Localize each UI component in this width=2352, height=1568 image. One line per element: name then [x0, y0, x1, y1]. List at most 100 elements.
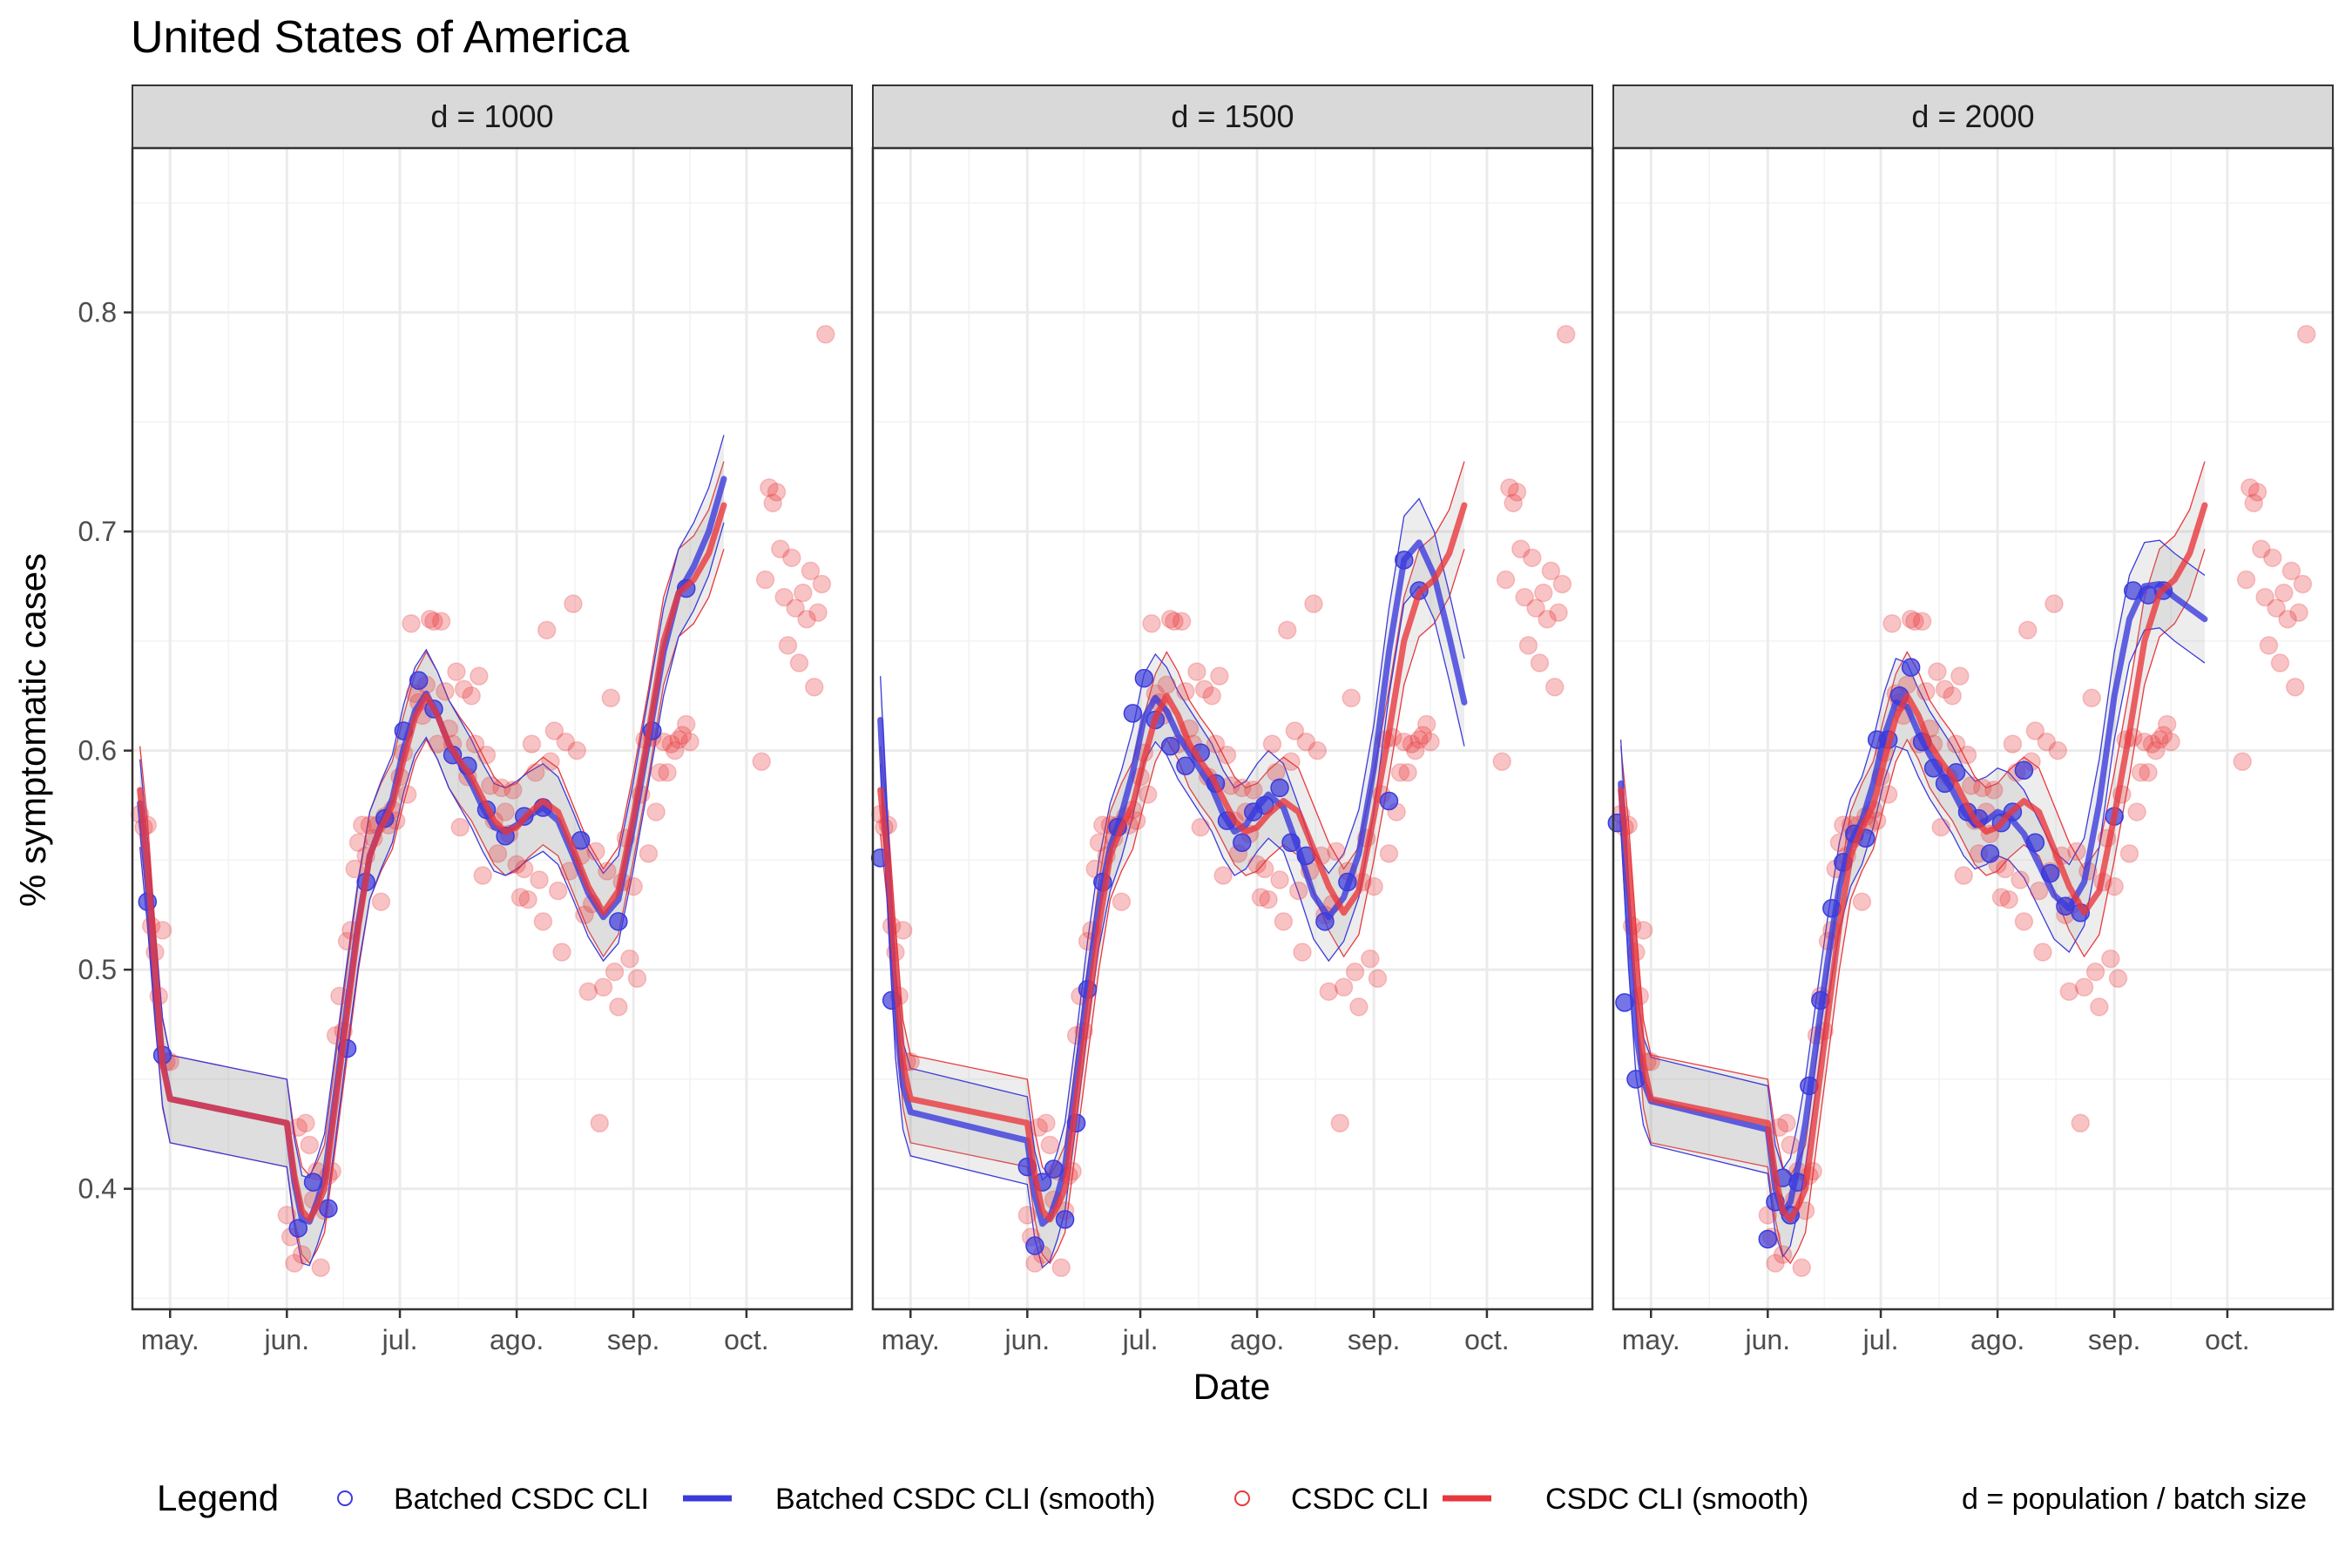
csdc-smooth-line: [1618, 502, 2208, 1223]
batched-point: [1025, 1236, 1044, 1255]
csdc-point: [1530, 653, 1550, 672]
csdc-point: [2274, 583, 2294, 603]
facet-strip: [132, 84, 853, 149]
csdc-point: [2296, 325, 2316, 344]
csdc-point: [1233, 778, 1252, 798]
csdc-point: [1327, 841, 1346, 862]
csdc-point: [2153, 726, 2173, 745]
csdc-point: [522, 734, 542, 754]
csdc-point: [2033, 943, 2052, 962]
csdc-point: [1051, 1258, 1071, 1277]
csdc-point: [627, 969, 647, 988]
csdc-point: [815, 325, 835, 344]
csdc-point: [424, 612, 443, 632]
csdc-point: [1251, 888, 1271, 907]
csdc-point: [1037, 1113, 1056, 1132]
csdc-point: [1916, 681, 1936, 701]
csdc-point: [605, 962, 625, 982]
x-tick-label: sep.: [2088, 1324, 2140, 1355]
y-tick-label: 0.7: [78, 516, 117, 547]
csdc-point: [2233, 752, 2252, 771]
y-tick-label: 0.4: [78, 1173, 117, 1205]
csdc-point: [2236, 570, 2256, 590]
csdc-point: [763, 493, 782, 513]
csdc-point: [1285, 721, 1305, 740]
csdc-point: [586, 841, 605, 862]
csdc-point: [1345, 962, 1365, 982]
csdc-point: [1777, 1113, 1796, 1132]
csdc-point: [1089, 833, 1109, 853]
csdc-point: [2017, 620, 2038, 640]
csdc-point: [1405, 740, 1425, 760]
csdc-point: [752, 752, 771, 771]
csdc-point: [1534, 583, 1553, 603]
csdc-point: [530, 870, 549, 889]
csdc-point: [578, 982, 598, 1002]
csdc-smooth-line: [137, 502, 727, 1223]
csdc-point: [1361, 949, 1380, 969]
csdc-point: [548, 881, 568, 901]
csdc-point: [556, 732, 576, 752]
csdc-smooth-ribbon-upper: [1620, 461, 2206, 1177]
facet-strip-label: d = 1000: [430, 98, 553, 134]
batched-point: [1160, 736, 1180, 756]
csdc-point: [2263, 548, 2282, 568]
csdc-point: [680, 732, 700, 752]
batched-point: [609, 912, 628, 931]
csdc-point: [2267, 598, 2286, 618]
csdc-point: [1500, 478, 1519, 497]
csdc-point: [1296, 732, 1316, 752]
batched-point: [1379, 791, 1399, 811]
csdc-point: [2048, 740, 2068, 760]
csdc-point: [447, 662, 466, 681]
csdc-point: [473, 866, 492, 885]
csdc-point: [1552, 574, 1572, 594]
csdc-point: [476, 745, 497, 765]
x-tick-label: may.: [882, 1324, 940, 1355]
csdc-point: [797, 609, 816, 629]
batched-point: [2014, 760, 2034, 781]
csdc-point: [1901, 609, 1921, 629]
csdc-point: [504, 781, 523, 800]
x-tick-label: oct.: [724, 1324, 769, 1355]
csdc-point: [420, 609, 440, 629]
csdc-point: [1492, 752, 1511, 771]
csdc-point: [1210, 666, 1229, 686]
csdc-point: [1217, 745, 1237, 765]
csdc-point: [676, 714, 696, 734]
csdc-point: [470, 666, 489, 686]
csdc-point: [2161, 732, 2180, 752]
csdc-point: [2289, 603, 2308, 622]
panel-border: [1612, 146, 2335, 1311]
y-tick-label: 0.8: [78, 297, 117, 328]
csdc-point: [296, 1113, 315, 1132]
csdc-smooth-line: [877, 502, 1468, 1223]
csdc-point: [778, 636, 798, 655]
csdc-point: [1507, 483, 1527, 502]
csdc-point: [1518, 636, 1538, 655]
csdc-point: [2071, 1113, 2091, 1132]
csdc-point: [590, 1113, 610, 1132]
csdc-point: [510, 888, 531, 907]
csdc-point: [782, 548, 801, 568]
csdc-point: [1523, 548, 1542, 568]
csdc-point: [1160, 609, 1180, 629]
csdc-point: [661, 734, 681, 754]
csdc-point: [488, 844, 508, 863]
csdc-point: [1912, 612, 1932, 632]
csdc-point: [1172, 612, 1192, 632]
csdc-point: [1515, 587, 1534, 607]
csdc-point: [1946, 734, 1966, 754]
legend-title: Legend: [157, 1477, 279, 1518]
csdc-point: [1293, 943, 1312, 962]
csdc-point: [2011, 870, 2030, 889]
csdc-point: [801, 561, 821, 581]
batched-point: [1270, 778, 1289, 798]
csdc-point: [654, 732, 673, 752]
csdc-point: [152, 921, 172, 940]
csdc-point: [462, 686, 481, 706]
csdc-point: [1398, 763, 1417, 782]
csdc-point: [1973, 778, 1992, 798]
csdc-point: [1390, 763, 1410, 782]
csdc-point: [575, 905, 594, 925]
